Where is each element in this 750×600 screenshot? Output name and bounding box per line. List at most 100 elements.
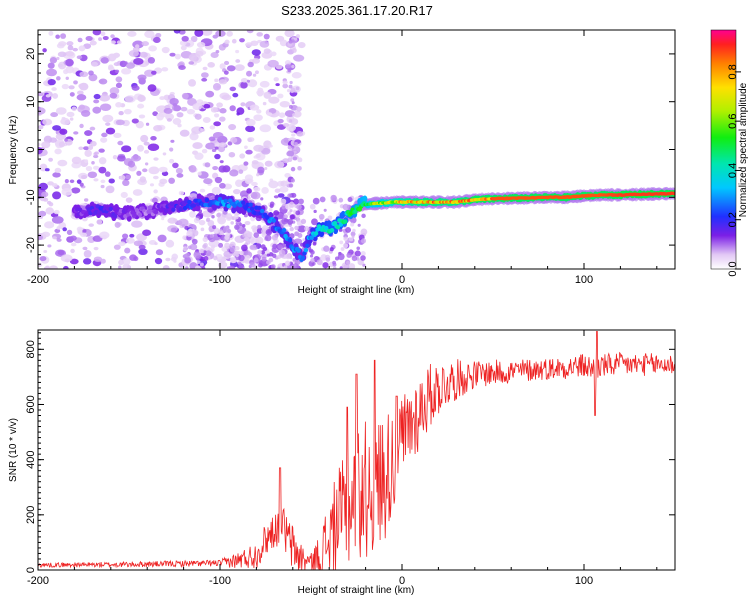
noise-speckle — [77, 90, 84, 96]
noise-speckle — [238, 254, 245, 262]
ridge-core — [204, 197, 210, 203]
ridge-core — [672, 191, 675, 196]
noise-speckle — [273, 195, 279, 199]
ridge-core — [309, 235, 314, 240]
noise-speckle — [85, 165, 93, 172]
noise-speckle — [157, 234, 167, 243]
noise-speckle — [209, 125, 216, 130]
noise-speckle — [188, 53, 197, 62]
noise-speckle — [272, 253, 277, 259]
ridge-core — [335, 225, 341, 230]
noise-speckle — [66, 111, 75, 118]
noise-speckle — [237, 250, 241, 255]
noise-speckle — [251, 49, 261, 56]
noise-speckle — [244, 221, 251, 226]
noise-speckle — [261, 147, 271, 155]
ridge-core — [281, 227, 287, 233]
noise-speckle — [361, 213, 366, 219]
noise-speckle — [76, 226, 83, 232]
noise-speckle — [84, 198, 89, 202]
noise-speckle — [268, 207, 273, 212]
noise-speckle — [56, 76, 61, 81]
noise-speckle — [340, 247, 345, 251]
noise-speckle — [63, 265, 69, 269]
noise-speckle — [104, 171, 111, 177]
noise-speckle — [256, 173, 260, 177]
noise-speckle — [181, 224, 186, 228]
noise-speckle — [216, 102, 223, 108]
noise-speckle — [96, 219, 103, 225]
noise-speckle — [125, 197, 133, 203]
colorbar-label: Normalized spectral amplitude — [738, 82, 749, 217]
noise-speckle — [283, 208, 288, 213]
noise-speckle — [69, 179, 75, 184]
noise-speckle — [79, 182, 84, 187]
colorbar-tick-label: 0.8 — [727, 64, 739, 79]
noise-speckle — [100, 179, 106, 184]
snr-frame — [37, 329, 676, 571]
noise-speckle — [257, 224, 262, 229]
noise-speckle — [290, 98, 295, 103]
noise-speckle — [291, 39, 295, 43]
noise-speckle — [266, 112, 273, 116]
noise-speckle — [85, 36, 93, 42]
noise-speckle — [138, 114, 146, 119]
noise-speckle — [61, 188, 73, 196]
noise-speckle — [277, 266, 281, 269]
noise-speckle — [282, 83, 289, 89]
noise-speckle — [38, 91, 44, 97]
noise-speckle — [291, 101, 295, 105]
noise-speckle — [129, 233, 135, 238]
noise-speckle — [339, 240, 344, 245]
noise-speckle — [99, 231, 110, 239]
noise-speckle — [239, 222, 243, 227]
noise-speckle — [265, 229, 272, 236]
snr-y-label: SNR (10 * v/v) — [8, 418, 19, 482]
noise-speckle — [153, 124, 163, 132]
noise-speckle — [165, 239, 175, 248]
noise-speckle — [70, 248, 75, 254]
noise-speckle — [219, 230, 224, 236]
noise-speckle — [270, 51, 277, 57]
noise-speckle — [210, 106, 219, 113]
noise-speckle — [158, 166, 168, 173]
noise-speckle — [203, 255, 209, 261]
noise-speckle — [288, 104, 293, 109]
noise-speckle — [229, 256, 237, 264]
noise-speckle — [189, 210, 196, 218]
noise-speckle — [165, 113, 175, 121]
noise-speckle — [63, 69, 69, 75]
noise-speckle — [268, 96, 280, 104]
noise-speckle — [288, 183, 294, 188]
noise-speckle — [219, 160, 224, 164]
noise-speckle — [230, 221, 234, 225]
noise-speckle — [247, 61, 254, 68]
noise-speckle — [178, 30, 186, 35]
noise-speckle — [362, 263, 366, 267]
noise-speckle — [244, 236, 250, 242]
noise-speckle — [323, 245, 330, 252]
noise-speckle — [114, 221, 121, 228]
noise-speckle — [278, 112, 286, 118]
colorbar-tick-label: 0.0 — [727, 261, 739, 276]
ridge-mid — [195, 204, 201, 212]
noise-speckle — [78, 146, 84, 150]
noise-speckle — [115, 82, 123, 89]
noise-speckle — [274, 160, 285, 169]
noise-speckle — [239, 38, 245, 43]
noise-speckle — [65, 50, 75, 57]
noise-speckle — [284, 64, 292, 69]
noise-speckle — [256, 32, 263, 37]
noise-speckle — [294, 225, 299, 231]
noise-speckle — [241, 224, 246, 228]
noise-speckle — [237, 261, 242, 266]
noise-speckle — [201, 72, 209, 78]
noise-speckle — [352, 228, 356, 233]
noise-speckle — [121, 68, 132, 75]
noise-speckle — [323, 208, 327, 212]
noise-speckle — [78, 83, 86, 89]
noise-speckle — [283, 122, 290, 127]
noise-speckle — [79, 123, 84, 129]
noise-speckle — [149, 183, 155, 187]
noise-speckle — [293, 150, 297, 154]
